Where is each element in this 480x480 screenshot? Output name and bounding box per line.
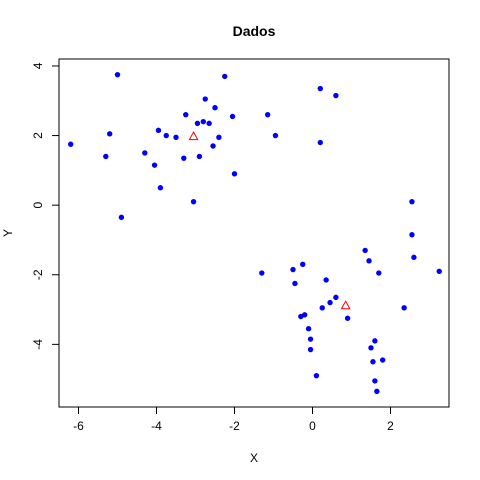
data-point xyxy=(194,120,201,127)
y-tick-label: -2 xyxy=(31,269,45,280)
data-point xyxy=(409,198,415,205)
data-point xyxy=(376,270,382,276)
data-point xyxy=(212,105,218,111)
data-point xyxy=(370,359,376,365)
data-point xyxy=(142,150,148,156)
x-tick-label: -6 xyxy=(73,419,84,433)
data-point xyxy=(216,134,222,140)
x-tick-label: -2 xyxy=(229,419,240,433)
data-point xyxy=(302,312,308,318)
centroid-marker xyxy=(188,131,199,141)
data-point xyxy=(202,96,208,102)
x-axis-label: X xyxy=(250,451,258,465)
data-point xyxy=(155,127,162,134)
data-point xyxy=(196,153,203,160)
data-point xyxy=(290,266,296,273)
data-point xyxy=(344,315,351,321)
data-point xyxy=(368,345,374,351)
data-point xyxy=(317,139,323,146)
data-point xyxy=(319,305,325,311)
data-point xyxy=(151,162,158,168)
x-tick-label: 0 xyxy=(309,419,316,433)
data-point xyxy=(380,357,386,363)
data-point xyxy=(157,185,164,191)
data-point xyxy=(292,280,298,287)
data-point xyxy=(206,120,212,127)
data-point xyxy=(307,336,314,342)
x-tick-label: 2 xyxy=(387,419,394,433)
chart-title: Dados xyxy=(233,23,276,39)
data-points xyxy=(68,71,442,395)
data-point xyxy=(231,171,238,177)
data-point xyxy=(222,73,228,80)
data-point xyxy=(436,268,442,274)
y-tick-label: 2 xyxy=(31,132,45,139)
data-point xyxy=(374,388,380,395)
data-point xyxy=(327,299,333,306)
data-point xyxy=(118,214,125,221)
data-point xyxy=(401,305,407,311)
data-point xyxy=(210,143,216,149)
data-point xyxy=(259,270,265,276)
data-point xyxy=(333,294,339,301)
data-point xyxy=(163,132,169,139)
data-point xyxy=(114,71,121,78)
x-axis: -6 -4 -2 0 2 xyxy=(73,406,394,433)
data-point xyxy=(107,131,113,137)
data-point xyxy=(372,378,378,384)
data-point xyxy=(307,346,314,353)
data-point xyxy=(323,277,329,283)
data-point xyxy=(200,118,206,125)
data-point xyxy=(300,261,306,268)
data-point xyxy=(313,372,320,379)
y-tick-label: 0 xyxy=(31,202,45,209)
data-point xyxy=(68,141,74,147)
y-tick-label: -4 xyxy=(31,339,45,350)
data-point xyxy=(173,134,179,140)
y-tick-label: 4 xyxy=(31,62,45,69)
data-point xyxy=(366,258,372,264)
data-point xyxy=(229,113,236,120)
data-point xyxy=(333,92,339,99)
data-point xyxy=(411,254,417,261)
data-point xyxy=(272,132,279,139)
data-point xyxy=(372,338,378,344)
data-point xyxy=(190,198,197,205)
y-axis-label: Y xyxy=(1,229,15,237)
y-axis: -4 -2 0 2 4 xyxy=(31,62,60,350)
x-tick-label: -4 xyxy=(151,419,162,433)
data-point xyxy=(181,155,187,161)
data-point xyxy=(264,111,271,118)
data-point xyxy=(362,247,368,254)
data-point xyxy=(183,111,189,118)
data-point xyxy=(103,153,109,160)
data-point xyxy=(305,326,312,332)
data-point xyxy=(317,85,323,92)
data-point xyxy=(409,232,415,238)
centroid-marker xyxy=(340,300,351,310)
